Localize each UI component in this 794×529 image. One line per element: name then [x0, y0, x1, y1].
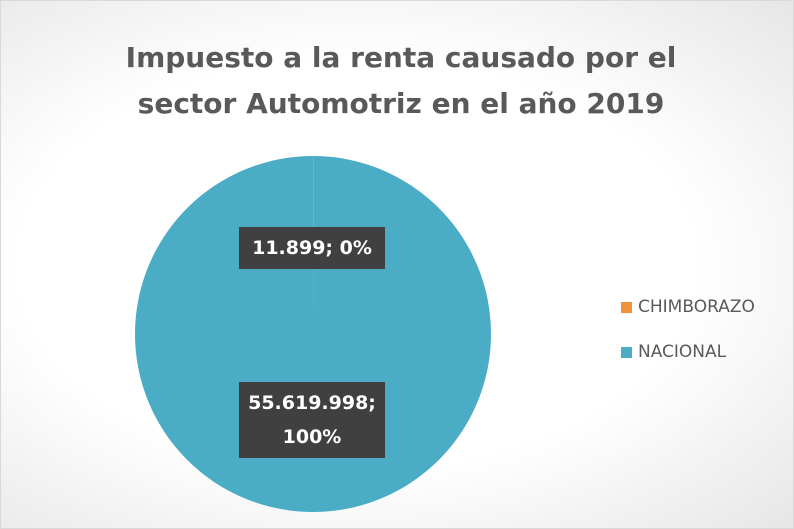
legend-item: CHIMBORAZO — [621, 297, 755, 317]
legend-swatch — [621, 346, 632, 358]
legend-swatch — [621, 301, 632, 313]
data-label: 11.899; 0% — [239, 227, 385, 269]
chart-title: Impuesto a la renta causado por el secto… — [125, 41, 677, 120]
data-label: 55.619.998; 100% — [239, 382, 385, 458]
pie-slice — [135, 156, 492, 512]
legend-label: NACIONAL — [638, 342, 727, 362]
legend-label: CHIMBORAZO — [638, 297, 755, 317]
legend-item: NACIONAL — [621, 342, 726, 362]
